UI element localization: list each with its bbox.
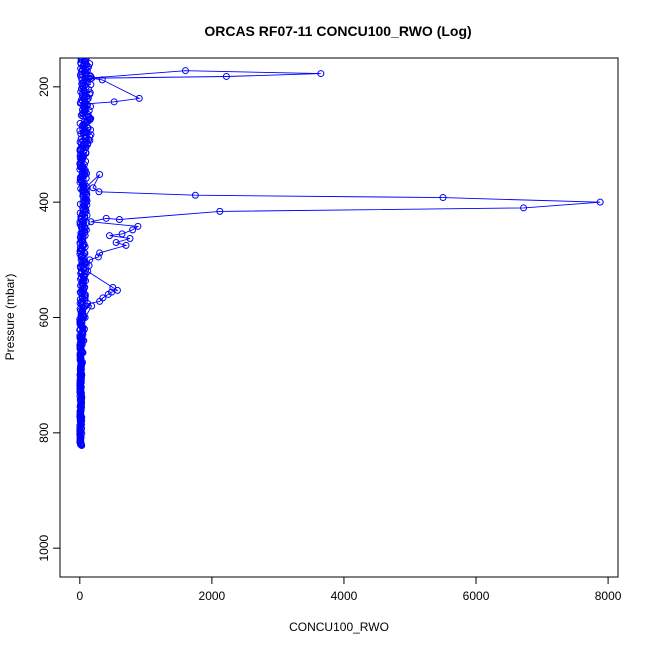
data-point bbox=[94, 253, 102, 261]
series-line-group bbox=[80, 58, 601, 445]
x-axis-label: CONCU100_RWO bbox=[289, 620, 389, 634]
series-points-group bbox=[76, 58, 604, 448]
data-point bbox=[87, 218, 95, 226]
data-point bbox=[520, 204, 528, 212]
y-tick-label: 600 bbox=[37, 307, 51, 327]
dense-points-group bbox=[76, 58, 95, 450]
plot-frame bbox=[59, 57, 619, 578]
data-point bbox=[96, 249, 104, 257]
data-point bbox=[78, 442, 86, 450]
chart-title: ORCAS RF07-11 CONCU100_RWO (Log) bbox=[204, 23, 471, 39]
x-tick-label: 6000 bbox=[463, 589, 490, 603]
data-point bbox=[96, 170, 104, 178]
data-point bbox=[317, 70, 325, 78]
x-tick-label: 4000 bbox=[331, 589, 358, 603]
data-point bbox=[106, 232, 114, 240]
y-tick-label: 400 bbox=[37, 192, 51, 212]
data-point bbox=[77, 88, 85, 96]
data-point bbox=[95, 188, 103, 196]
y-tick-label: 1000 bbox=[37, 534, 51, 561]
data-point bbox=[135, 94, 143, 102]
data-point bbox=[596, 198, 604, 206]
y-axis: 200 400 600 800 1000 bbox=[37, 77, 61, 562]
data-point bbox=[439, 194, 447, 202]
data-point bbox=[191, 191, 199, 199]
data-point bbox=[216, 207, 224, 215]
data-point bbox=[222, 72, 230, 80]
data-point bbox=[85, 106, 93, 114]
data-point bbox=[122, 241, 130, 249]
x-axis: 0 2000 4000 6000 8000 bbox=[76, 576, 622, 603]
y-tick-label: 200 bbox=[37, 77, 51, 97]
data-point bbox=[86, 132, 94, 140]
data-point bbox=[77, 130, 85, 138]
series-line bbox=[80, 58, 601, 445]
data-point bbox=[104, 290, 112, 298]
data-point bbox=[181, 67, 189, 75]
data-point bbox=[126, 234, 134, 242]
x-tick-label: 2000 bbox=[199, 589, 226, 603]
x-tick-label: 8000 bbox=[595, 589, 622, 603]
data-point bbox=[129, 226, 137, 234]
data-point bbox=[89, 184, 97, 192]
data-point bbox=[81, 129, 89, 137]
data-point bbox=[96, 297, 104, 305]
data-point bbox=[78, 92, 86, 100]
data-point bbox=[118, 230, 126, 238]
y-tick-label: 800 bbox=[37, 423, 51, 443]
plot-area bbox=[76, 58, 604, 450]
data-point bbox=[115, 215, 123, 223]
data-point bbox=[98, 76, 106, 84]
data-point bbox=[134, 222, 142, 230]
y-axis-label: Pressure (mbar) bbox=[3, 274, 17, 361]
x-tick-label: 0 bbox=[76, 589, 83, 603]
data-point bbox=[84, 117, 92, 125]
data-point bbox=[110, 98, 118, 106]
data-point bbox=[102, 214, 110, 222]
data-point bbox=[112, 239, 120, 247]
